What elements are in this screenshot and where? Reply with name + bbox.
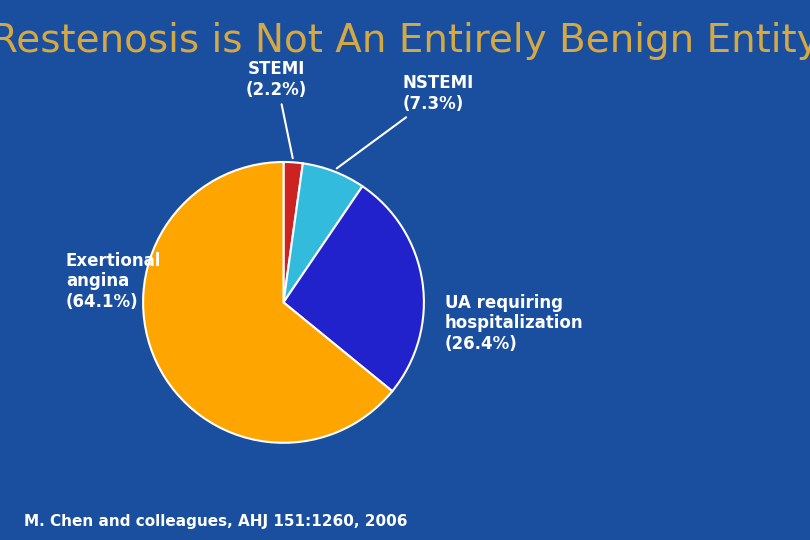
Text: Restenosis is Not An Entirely Benign Entity: Restenosis is Not An Entirely Benign Ent… xyxy=(0,22,810,59)
Text: Exertional
angina
(64.1%): Exertional angina (64.1%) xyxy=(66,252,161,311)
Text: STEMI
(2.2%): STEMI (2.2%) xyxy=(246,60,307,158)
Wedge shape xyxy=(143,162,392,443)
Wedge shape xyxy=(284,162,303,302)
Text: M. Chen and colleagues, AHJ 151:1260, 2006: M. Chen and colleagues, AHJ 151:1260, 20… xyxy=(24,514,407,529)
Wedge shape xyxy=(284,186,424,391)
Text: UA requiring
hospitalization
(26.4%): UA requiring hospitalization (26.4%) xyxy=(445,294,583,353)
Text: NSTEMI
(7.3%): NSTEMI (7.3%) xyxy=(337,74,474,168)
Wedge shape xyxy=(284,163,362,302)
